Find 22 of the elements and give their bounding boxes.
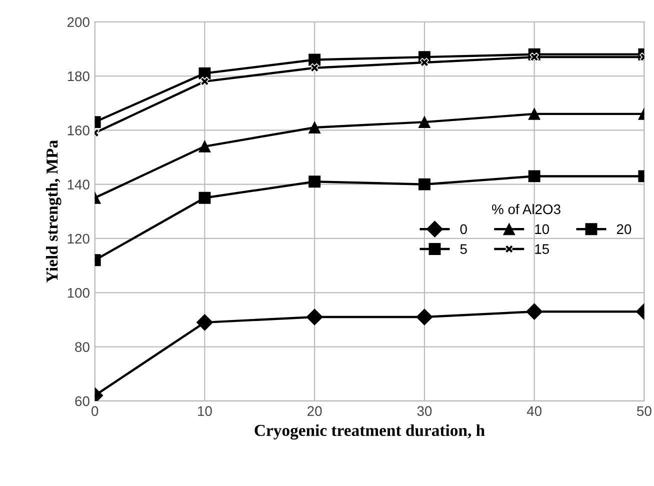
y-tick-label: 180 xyxy=(68,71,90,82)
x-tick-label: 0 xyxy=(92,406,98,416)
x-tick-label: 40 xyxy=(526,406,542,416)
y-axis-title: Yield strength, MPa xyxy=(46,140,62,283)
y-tick-label: 120 xyxy=(68,234,90,244)
x-tick-label: 20 xyxy=(308,406,322,416)
legend-label: 10 xyxy=(535,224,550,234)
y-tick-label: 160 xyxy=(68,126,90,136)
x-tick-label: 10 xyxy=(198,406,212,416)
x-tick-label: 30 xyxy=(417,406,432,416)
legend-label: 15 xyxy=(535,244,549,254)
x-axis-title: Cryogenic treatment duration, h xyxy=(254,424,485,440)
legend-label: 0 xyxy=(460,224,467,234)
y-tick-label: 80 xyxy=(75,342,90,352)
legend-label: 20 xyxy=(616,224,632,234)
legend-title: % of Al2O3 xyxy=(492,204,560,214)
y-tick-label: 140 xyxy=(68,180,90,190)
y-tick-label: 60 xyxy=(75,396,90,406)
x-tick-label: 50 xyxy=(637,406,652,416)
legend-label: 5 xyxy=(460,244,467,254)
y-tick-label: 200 xyxy=(67,17,90,28)
y-tick-label: 100 xyxy=(68,288,90,298)
